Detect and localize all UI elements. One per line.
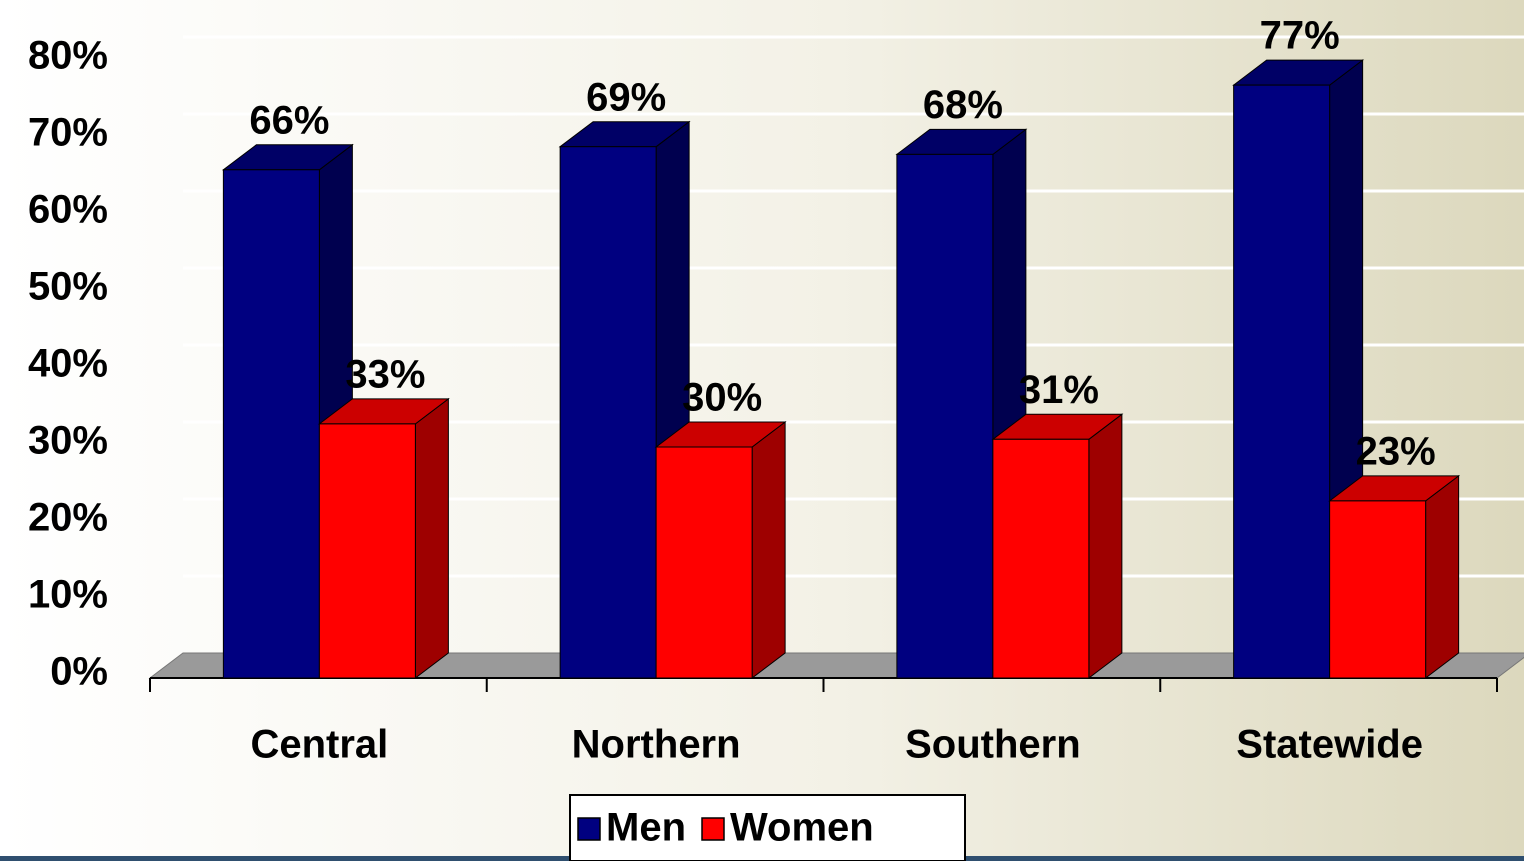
y-tick-label: 60% (28, 188, 108, 232)
y-tick-label: 40% (28, 342, 108, 386)
value-label: 69% (586, 75, 666, 119)
legend-box (569, 794, 966, 861)
bar (1329, 500, 1427, 679)
bar-side (414, 397, 449, 680)
legend-swatch (577, 817, 601, 841)
bar (992, 438, 1090, 679)
bar (318, 423, 416, 679)
bar (222, 169, 320, 679)
bar (655, 446, 753, 679)
value-label: 68% (923, 83, 1003, 127)
legend-label: Men (606, 806, 686, 850)
x-tick-label: Statewide (1236, 723, 1423, 767)
x-tick-label: Central (250, 723, 388, 767)
value-label: 23% (1356, 429, 1436, 473)
y-tick-label: 0% (50, 650, 108, 694)
bar-side (1425, 474, 1460, 680)
y-tick-label: 10% (28, 573, 108, 617)
legend: Men Women (569, 794, 966, 861)
bar-side (1088, 413, 1123, 680)
y-tick-label: 80% (28, 34, 108, 78)
value-label: 30% (682, 376, 762, 420)
bar (896, 153, 994, 679)
x-tick-label: Southern (905, 723, 1081, 767)
value-label: 66% (249, 98, 329, 142)
legend-swatch (701, 817, 725, 841)
legend-label: Women (730, 806, 874, 850)
y-tick-label: 50% (28, 265, 108, 309)
bar (1233, 84, 1331, 679)
y-tick-label: 30% (28, 419, 108, 463)
value-label: 31% (1019, 368, 1099, 412)
value-label: 33% (345, 352, 425, 396)
bar (559, 146, 657, 679)
y-tick-label: 70% (28, 111, 108, 155)
y-tick-label: 20% (28, 496, 108, 540)
x-tick-label: Northern (572, 723, 741, 767)
bar-side (751, 420, 786, 680)
value-label: 77% (1260, 14, 1340, 58)
